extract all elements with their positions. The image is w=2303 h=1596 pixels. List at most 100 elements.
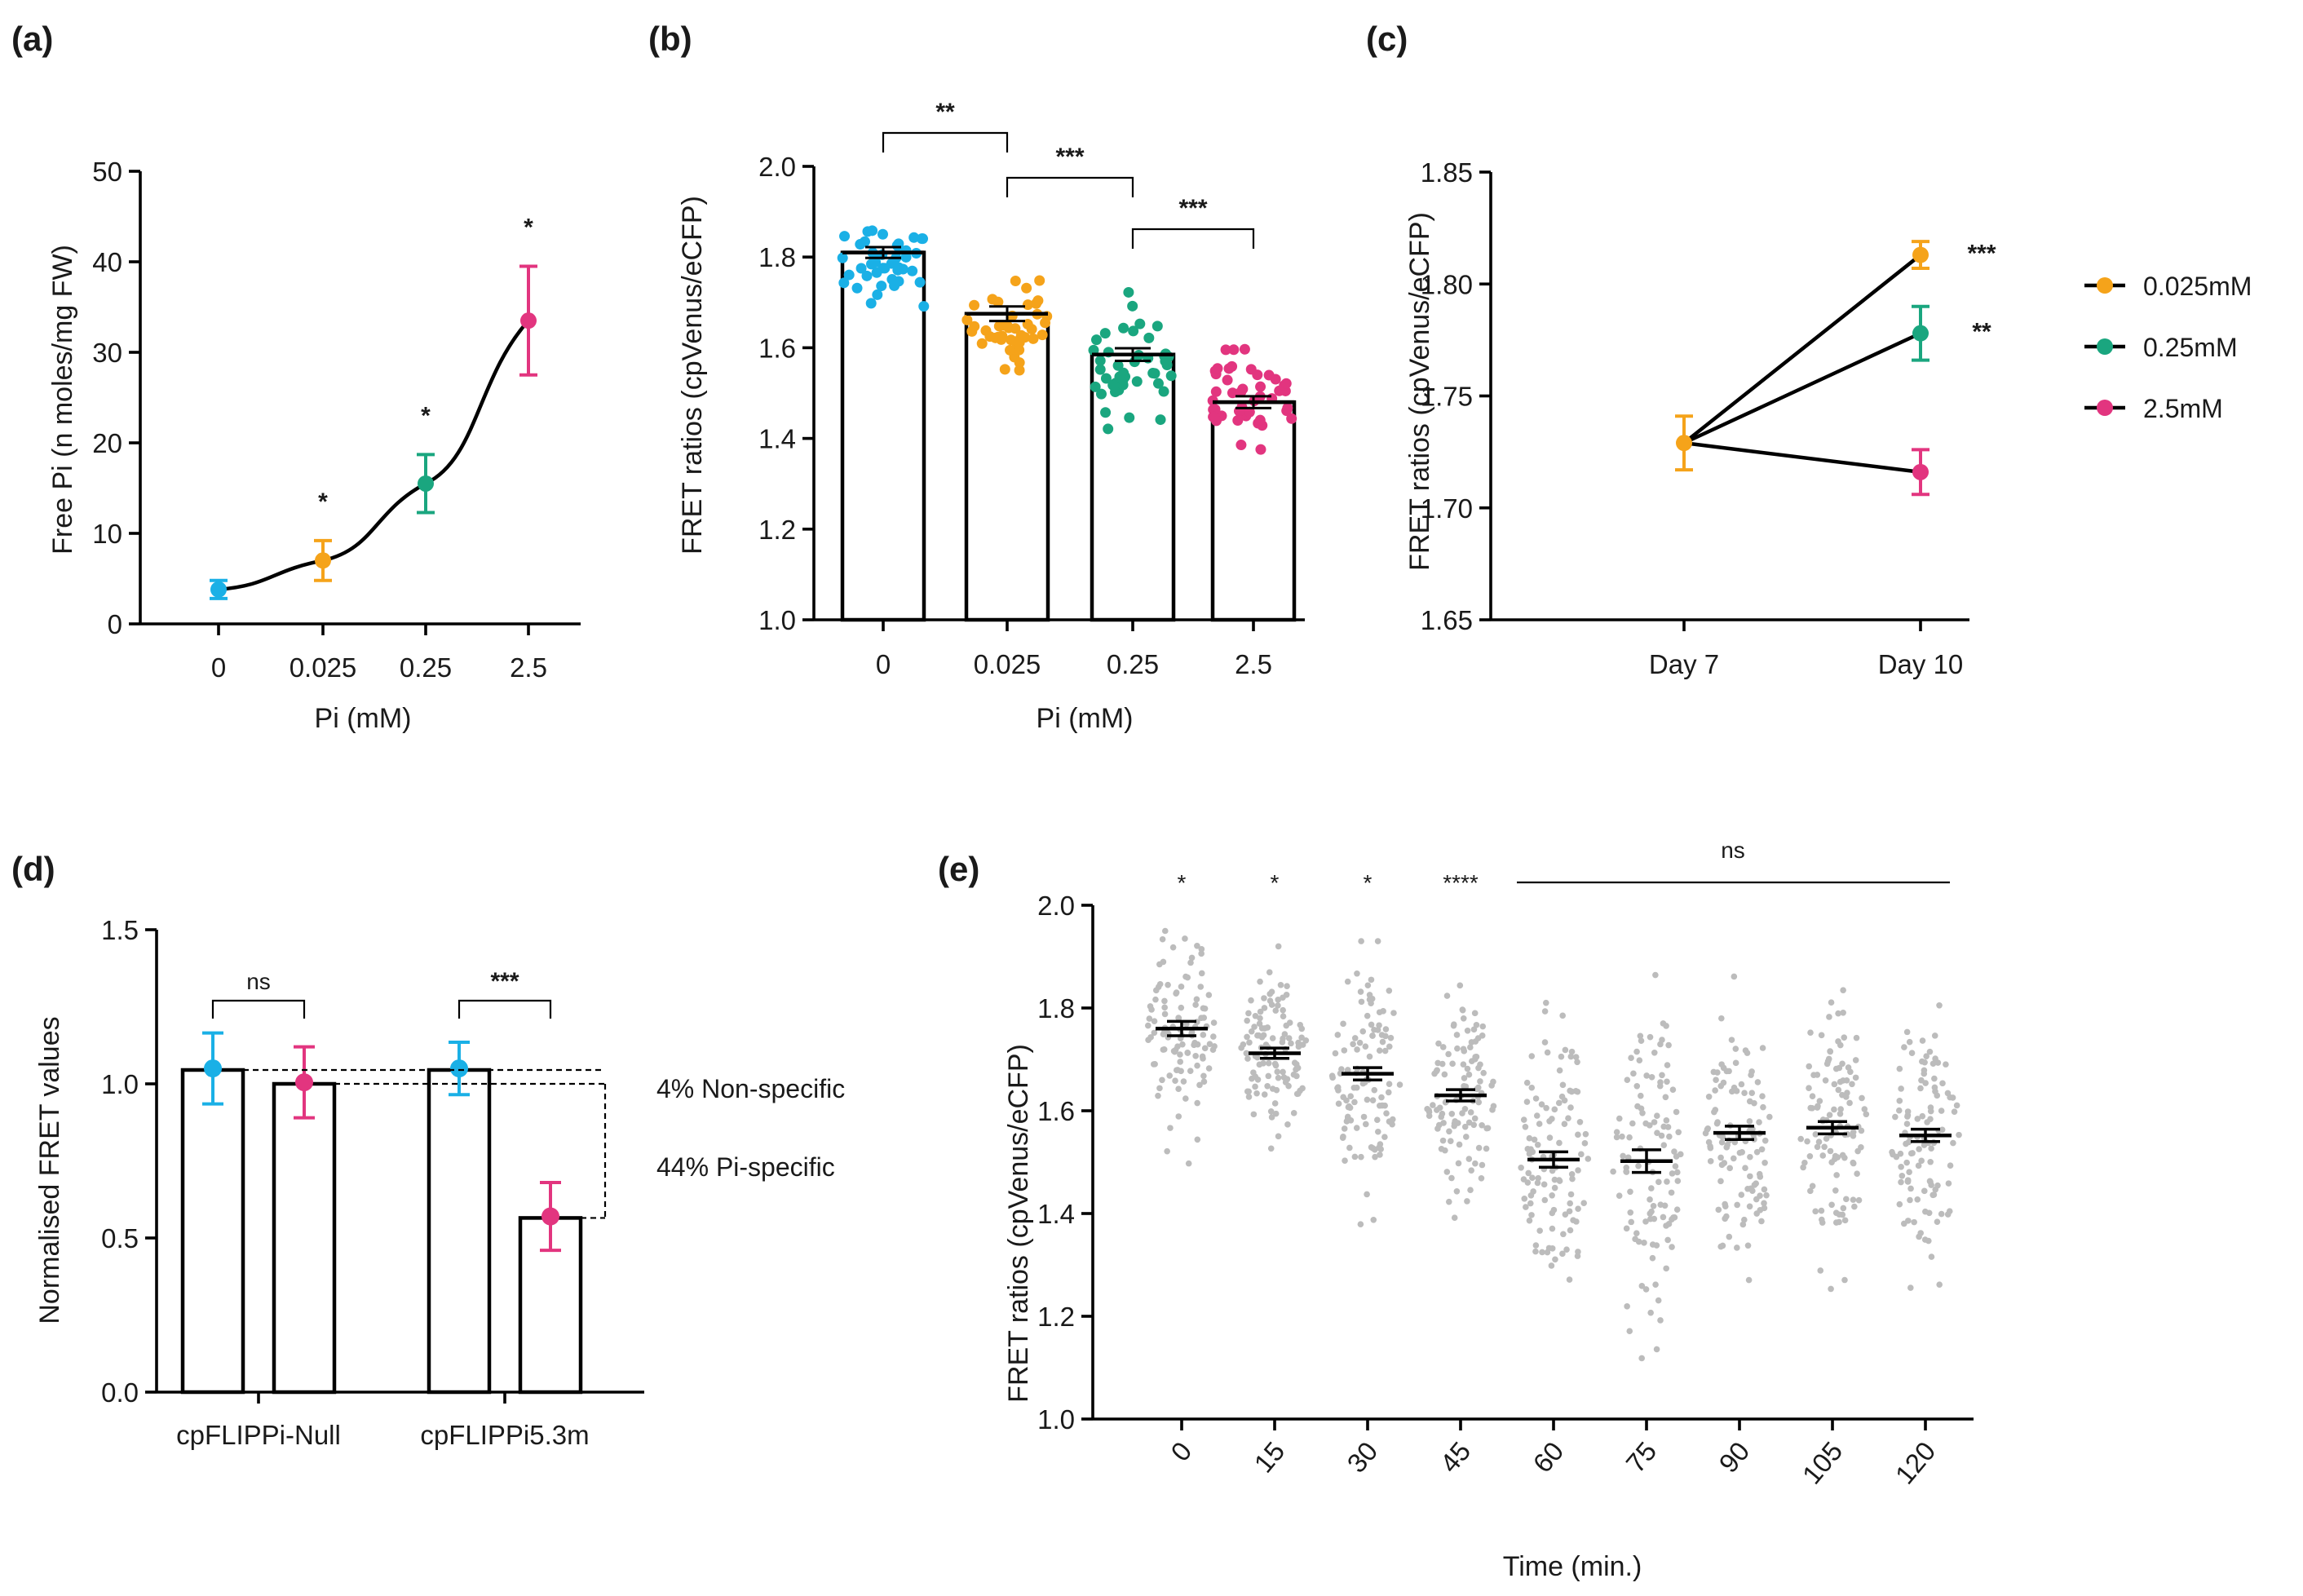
panel-e-datapoint xyxy=(1182,935,1188,942)
panel-e-datapoint xyxy=(1159,1077,1165,1084)
panel-c-y-tick-label: 1.75 xyxy=(1421,382,1473,412)
panel-e-datapoint xyxy=(1919,1112,1926,1120)
panel-b-datapoint xyxy=(1110,387,1121,398)
panel-d-y-tick-label: 0.5 xyxy=(101,1223,139,1253)
panel-e-datapoint xyxy=(1490,1078,1496,1085)
panel-c-significance: *** xyxy=(1967,241,1996,267)
panel-b-y-tick-label: 1.8 xyxy=(758,242,796,272)
panel-e-datapoint xyxy=(1904,1178,1912,1185)
panel-e-datapoint xyxy=(1164,1147,1170,1155)
panel-e-datapoint xyxy=(1439,1044,1447,1050)
panel-e-datapoint xyxy=(1478,1174,1485,1182)
panel-e-datapoint xyxy=(1351,1035,1359,1041)
panel-e-datapoint xyxy=(1616,1115,1623,1122)
panel-b-significance: *** xyxy=(1178,195,1207,222)
panel-e-datapoint xyxy=(1265,1072,1272,1080)
panel-e-datapoint xyxy=(1826,1112,1833,1118)
panel-e-x-tick-label: 90 xyxy=(1713,1436,1755,1479)
panel-d-bar xyxy=(427,1068,492,1395)
panel-e-datapoint xyxy=(1563,1246,1570,1253)
panel-d-x-tick-label: cpFLIPPi5.3m xyxy=(420,1420,589,1450)
panel-e-datapoint xyxy=(1549,1225,1556,1232)
panel-e-datapoint xyxy=(1895,1107,1903,1114)
panel-e-datapoint xyxy=(1841,1217,1849,1224)
panel-b-datapoint xyxy=(1100,407,1112,418)
panel-e-datapoint xyxy=(1354,970,1360,977)
panel-e-datapoint xyxy=(1572,1087,1580,1094)
panel-e-datapoint xyxy=(1759,1045,1766,1051)
panel-e-datapoint xyxy=(1447,1138,1454,1145)
panel-e-datapoint xyxy=(1636,1057,1643,1063)
panel-e-datapoint xyxy=(1931,1032,1938,1039)
panel-e-datapoint xyxy=(1840,987,1846,993)
panel-e-datapoint xyxy=(1671,1214,1678,1221)
panel-a-y-tick-label: 0 xyxy=(108,609,122,639)
panel-e-datapoint xyxy=(1350,1084,1358,1091)
panel-e-datapoint xyxy=(1448,1111,1456,1117)
panel-e-datapoint xyxy=(1357,988,1364,995)
panel-e-datapoint xyxy=(1484,1125,1492,1132)
panel-e-datapoint xyxy=(1669,1170,1676,1177)
panel-e-datapoint xyxy=(1929,1060,1937,1068)
panel-e-datapoint xyxy=(1672,1163,1679,1169)
panel-e-datapoint xyxy=(1470,1026,1478,1033)
panel-e-datapoint xyxy=(1807,1029,1814,1036)
panel-e-datapoint xyxy=(1827,1147,1834,1155)
panel-e-datapoint xyxy=(1556,1178,1563,1184)
panel-e-datapoint xyxy=(1544,1049,1551,1056)
panel-b-datapoint xyxy=(837,252,848,263)
panel-b-datapoint xyxy=(1222,374,1233,386)
panel-e-datapoint xyxy=(1245,1094,1253,1100)
panel-e-datapoint xyxy=(1541,1196,1549,1204)
panel-e-datapoint xyxy=(1454,1045,1461,1052)
panel-e-datapoint xyxy=(1837,1110,1844,1117)
panel-b-datapoint xyxy=(1090,381,1101,392)
panel-e-datapoint xyxy=(1567,1104,1574,1111)
panel-e-datapoint xyxy=(1839,1091,1845,1099)
panel-e-datapoint xyxy=(1647,1033,1654,1041)
panel-e-datapoint xyxy=(1642,1218,1649,1225)
panel-e-datapoint xyxy=(1944,1211,1952,1218)
panel-c-ylabel: FRET ratios (cpVenus/eCFP) xyxy=(1404,212,1435,571)
panel-b-datapoint xyxy=(839,231,851,242)
panel-e-datapoint xyxy=(1659,1072,1665,1079)
panel-e-datapoint xyxy=(1897,1150,1904,1157)
panel-e-datapoint xyxy=(1927,1158,1934,1165)
panel-e-datapoint xyxy=(1471,1010,1479,1017)
panel-e-datapoint xyxy=(1556,1067,1563,1074)
panel-e-datapoint xyxy=(1464,1065,1471,1072)
panel-e-datapoint xyxy=(1726,1233,1733,1240)
panel-e-datapoint xyxy=(1362,1043,1369,1050)
panel-b-datapoint xyxy=(1001,321,1013,332)
panel-e-datapoint xyxy=(1843,1196,1850,1203)
panel-c-point xyxy=(1676,435,1692,452)
panel-e-datapoint xyxy=(1742,1165,1748,1171)
panel-e-datapoint xyxy=(1369,1032,1376,1039)
panel-e-datapoint xyxy=(1160,1046,1168,1053)
panel-e-datapoint xyxy=(1184,1050,1191,1056)
panel-e-datapoint xyxy=(1832,1152,1839,1160)
panel-e-datapoint xyxy=(1753,1148,1761,1156)
panel-c-legend-marker xyxy=(2097,338,2113,355)
panel-a-y-tick-label: 30 xyxy=(92,338,122,368)
panel-e-datapoint xyxy=(1378,1094,1385,1101)
panel-e-datapoint xyxy=(1819,1152,1827,1159)
panel-b-datapoint xyxy=(1134,318,1146,329)
panel-e-datapoint xyxy=(1165,981,1171,988)
panel-e-datapoint xyxy=(1473,1054,1480,1060)
panel-d-significance: ns xyxy=(246,969,271,994)
panel-e-datapoint xyxy=(1763,1191,1770,1199)
panel-e-datapoint xyxy=(1746,1203,1753,1210)
panel-e-datapoint xyxy=(1275,1002,1281,1009)
panel-e-datapoint xyxy=(1474,1035,1482,1041)
panel-e-datapoint xyxy=(1205,1065,1213,1072)
panel-e-datapoint xyxy=(1840,1077,1846,1084)
panel-e-datapoint xyxy=(1175,1015,1182,1021)
panel-e-datapoint xyxy=(1746,1098,1753,1105)
panel-e-datapoint xyxy=(1489,1107,1496,1113)
panel-e-datapoint xyxy=(1947,1162,1954,1169)
panel-e-datapoint xyxy=(1201,1045,1209,1052)
panel-e-datapoint xyxy=(1620,1152,1626,1160)
panel-e-datapoint xyxy=(1267,1145,1275,1152)
panel-e-datapoint xyxy=(1540,1181,1548,1188)
